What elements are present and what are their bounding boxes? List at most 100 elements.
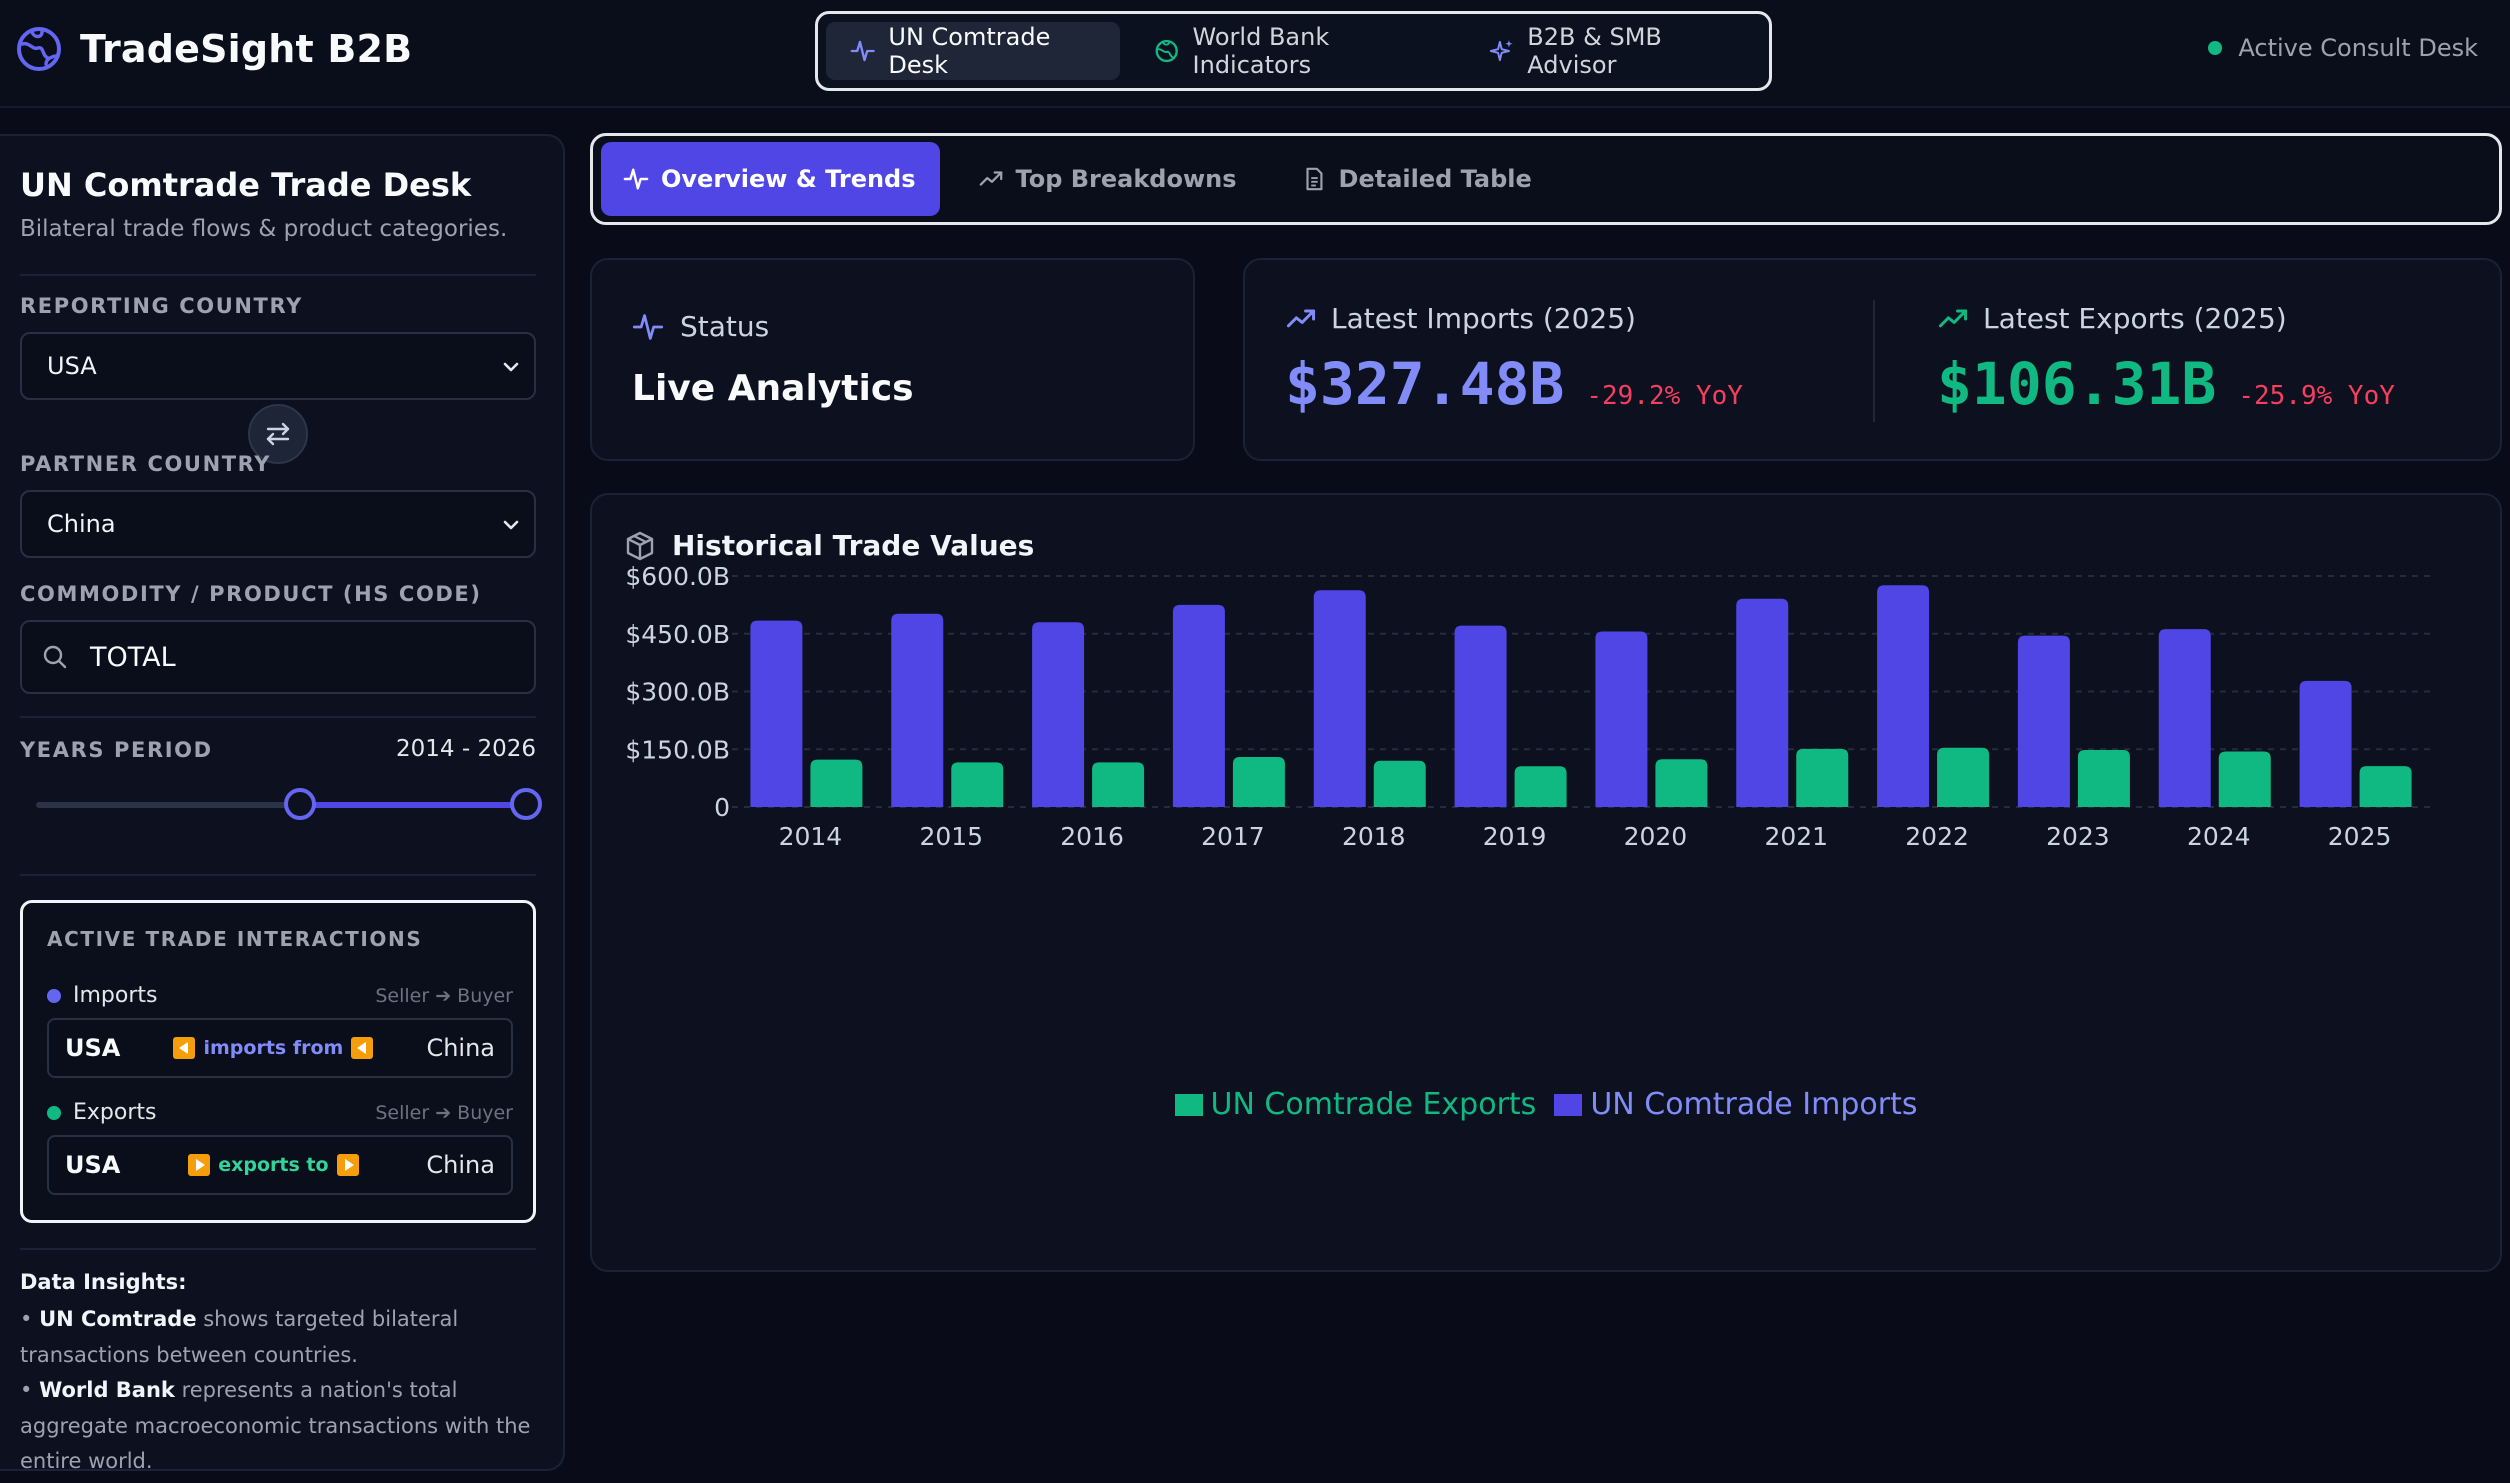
- arrow-left-icon: [351, 1037, 374, 1059]
- kpi-exports-yoy: -25.9% YoY: [2238, 381, 2395, 411]
- consult-status: Active Consult Desk: [2208, 34, 2478, 62]
- exports-row-header: Exports Seller ➔ Buyer: [47, 1100, 513, 1125]
- exports-buyer: China: [426, 1151, 495, 1179]
- divider: [20, 274, 536, 276]
- x-tick-label: 2017: [1201, 822, 1265, 851]
- nav-world-bank-indicators[interactable]: World Bank Indicators: [1130, 22, 1455, 80]
- x-tick-label: 2022: [1905, 822, 1969, 851]
- divider: [20, 874, 536, 876]
- tab-label: Detailed Table: [1338, 165, 1532, 193]
- activity-icon: [632, 313, 664, 340]
- legend-exports[interactable]: UN Comtrade Exports: [1174, 1087, 1537, 1122]
- kpi-exports: Latest Exports (2025) $106.31B -25.9% Yo…: [1897, 260, 2497, 459]
- imports-bar: [891, 613, 944, 807]
- status-label-row: Status: [632, 310, 769, 343]
- kpi-exports-value: $106.31B: [1937, 350, 2217, 418]
- kpi-imports-yoy: -29.2% YoY: [1586, 381, 1743, 411]
- imports-bar: [1032, 622, 1085, 807]
- x-tick-label: 2016: [1060, 822, 1124, 851]
- x-tick-label: 2024: [2187, 822, 2251, 851]
- package-icon: [626, 531, 654, 560]
- exports-bar: [951, 762, 1004, 807]
- chevron-down-icon: [503, 520, 519, 530]
- reporting-country-value: USA: [47, 352, 97, 380]
- swap-icon: [266, 422, 290, 446]
- exports-bar: [1655, 759, 1708, 807]
- data-insights-text: • UN Comtrade shows targeted bilateral t…: [20, 1307, 531, 1473]
- exports-bar: [1232, 756, 1285, 807]
- reporting-country-label: REPORTING COUNTRY: [20, 294, 303, 318]
- tab-label: Top Breakdowns: [1015, 165, 1237, 193]
- slider-thumb-end[interactable]: [510, 788, 542, 820]
- x-tick-label: 2014: [779, 822, 843, 851]
- kpi-divider: [1873, 300, 1875, 422]
- exports-bar: [2359, 766, 2412, 807]
- exports-bar: [1092, 762, 1145, 807]
- tab-overview-trends[interactable]: Overview & Trends: [601, 142, 940, 216]
- exports-relation: exports to: [188, 1154, 359, 1176]
- status-value: Live Analytics: [632, 368, 914, 409]
- nav-un-comtrade-desk[interactable]: UN Comtrade Desk: [826, 22, 1121, 80]
- nav-b2b-smb-advisor[interactable]: B2B & SMB Advisor: [1465, 22, 1761, 80]
- exports-label: Exports: [73, 1100, 157, 1125]
- exports-bar: [1373, 760, 1426, 807]
- swap-countries-button[interactable]: [248, 404, 308, 464]
- sidebar-subtitle: Bilateral trade flows & product categori…: [20, 216, 508, 242]
- panel-title: ACTIVE TRADE INTERACTIONS: [47, 927, 423, 951]
- exports-bar: [810, 759, 863, 807]
- kpi-imports: Latest Imports (2025) $327.48B -29.2% Yo…: [1245, 260, 1873, 459]
- imports-seller: USA: [65, 1034, 121, 1062]
- imports-bar: [2017, 635, 2070, 807]
- slider-fill: [299, 802, 526, 808]
- brand[interactable]: TradeSight B2B: [16, 26, 412, 72]
- exports-dot: [47, 1105, 61, 1120]
- kpi-exports-label: Latest Exports (2025): [1983, 302, 2287, 335]
- kpi-imports-label-row: Latest Imports (2025): [1285, 302, 1636, 335]
- imports-bar: [1172, 604, 1225, 807]
- tab-label: Overview & Trends: [661, 165, 916, 193]
- y-tick-label: $300.0B: [625, 678, 730, 707]
- commodity-search-input[interactable]: TOTAL: [20, 620, 536, 694]
- imports-bar: [1877, 585, 1930, 807]
- kpi-exports-label-row: Latest Exports (2025): [1937, 302, 2287, 335]
- activity-icon: [850, 40, 875, 62]
- legend-swatch: [1174, 1093, 1203, 1116]
- insight-world-bank: World Bank: [39, 1378, 175, 1402]
- years-range-slider[interactable]: [36, 788, 542, 820]
- tab-top-breakdowns[interactable]: Top Breakdowns: [952, 142, 1263, 216]
- y-tick-label: $150.0B: [625, 735, 730, 764]
- historical-trade-chart: 0 $150.0B $300.0B $450.0B $600.0B 2014 2015 201…: [625, 562, 2430, 851]
- historical-chart-card: Historical Trade Values 0 $150.0B $300.0B $…: [590, 493, 2502, 1272]
- tab-detailed-table[interactable]: Detailed Table: [1275, 142, 1558, 216]
- chart-legend: UN Comtrade Exports UN Comtrade Imports: [592, 1087, 2500, 1122]
- legend-label: UN Comtrade Exports: [1210, 1087, 1537, 1122]
- legend-swatch: [1554, 1093, 1583, 1116]
- imports-bar: [1454, 625, 1507, 807]
- trending-up-icon: [979, 171, 1002, 186]
- commodity-label: COMMODITY / PRODUCT (HS CODE): [20, 582, 482, 606]
- arrow-right-icon: [336, 1154, 359, 1176]
- imports-bar: [1595, 631, 1648, 807]
- x-tick-label: 2025: [2328, 822, 2392, 851]
- imports-bar: [2299, 680, 2352, 807]
- active-trade-interactions-panel: ACTIVE TRADE INTERACTIONS Imports Seller…: [20, 900, 536, 1223]
- reporting-country-select[interactable]: USA: [20, 332, 536, 400]
- kpi-exports-value-row: $106.31B -25.9% YoY: [1937, 350, 2395, 418]
- app-title: TradeSight B2B: [80, 27, 413, 71]
- nav-label: B2B & SMB Advisor: [1527, 23, 1662, 79]
- kpi-imports-value-row: $327.48B -29.2% YoY: [1285, 350, 1743, 418]
- y-tick-label: 0: [714, 793, 730, 822]
- x-tick-label: 2021: [1764, 822, 1828, 851]
- imports-direction-hint: Seller ➔ Buyer: [375, 984, 513, 1007]
- chart-title-row: Historical Trade Values: [624, 529, 1034, 562]
- slider-thumb-start[interactable]: [283, 788, 316, 820]
- top-navigation: UN Comtrade Desk World Bank Indicators B…: [815, 11, 1772, 91]
- kpi-card: Latest Imports (2025) $327.48B -29.2% Yo…: [1243, 258, 2502, 461]
- exports-flow: USA exports to China: [47, 1135, 513, 1195]
- legend-imports[interactable]: UN Comtrade Imports: [1554, 1087, 1918, 1122]
- divider: [20, 1248, 536, 1250]
- partner-country-value: China: [47, 510, 116, 538]
- imports-row-header: Imports Seller ➔ Buyer: [47, 983, 513, 1008]
- consult-status-text: Active Consult Desk: [2238, 34, 2478, 62]
- partner-country-select[interactable]: China: [20, 490, 536, 558]
